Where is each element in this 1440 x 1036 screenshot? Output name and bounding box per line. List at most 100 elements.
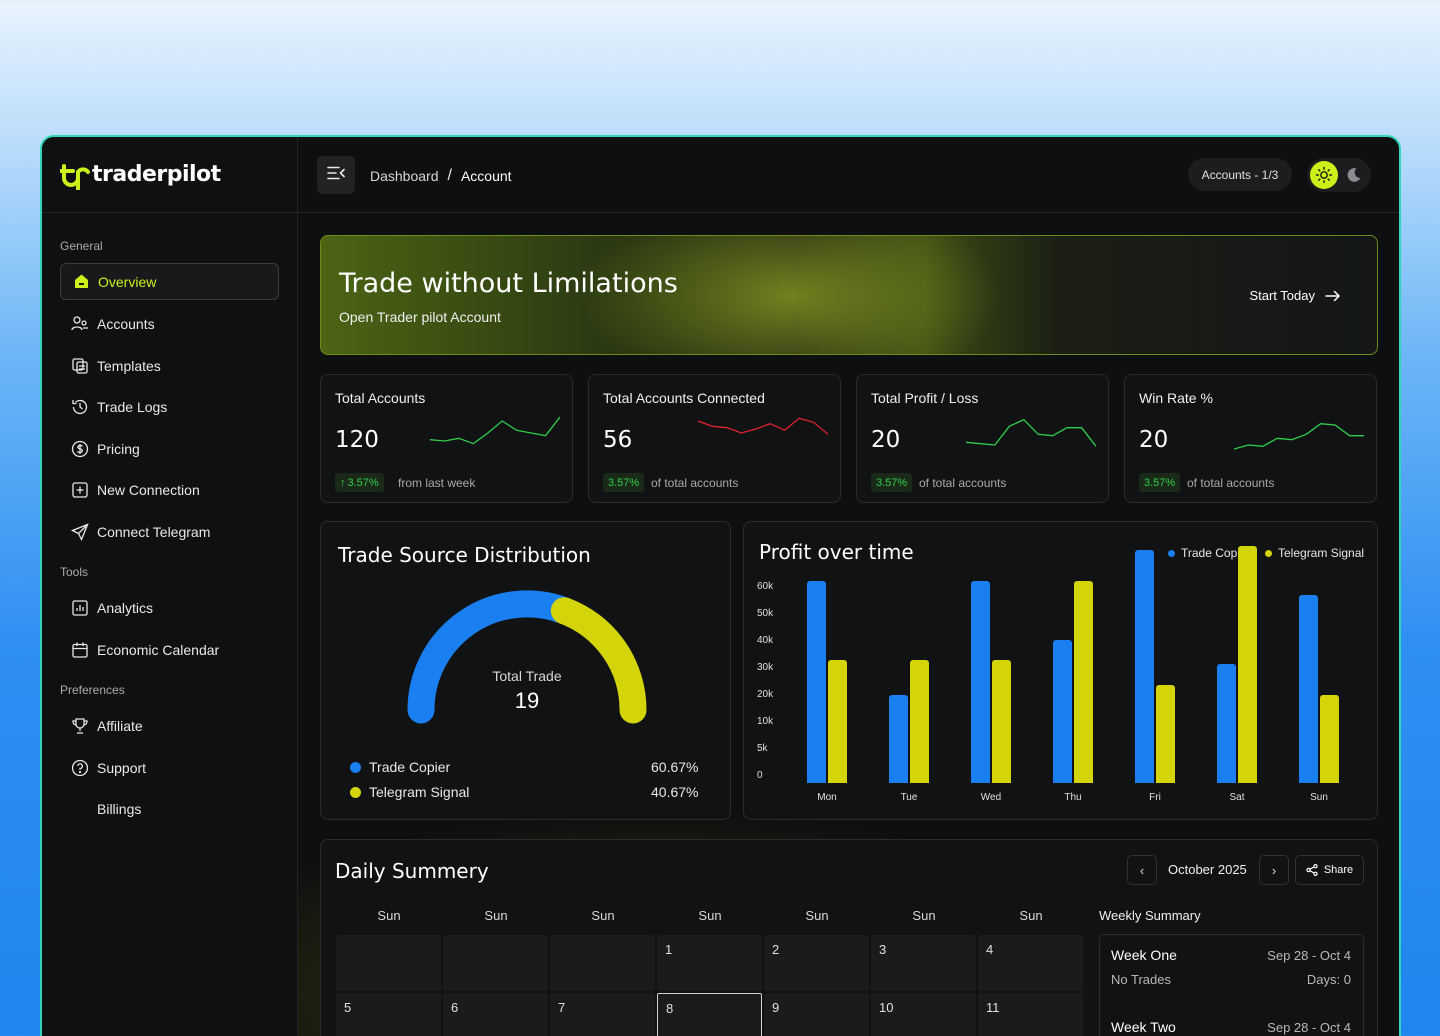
logo[interactable]: traderpilot (42, 137, 297, 213)
calendar-day[interactable]: 5 (336, 993, 441, 1036)
sun-icon[interactable] (1310, 161, 1338, 189)
y-tick-label: 50k (757, 608, 774, 619)
week-title: Week One (1111, 947, 1177, 963)
legend-telegram-signal: Telegram Signal (350, 784, 469, 800)
bar-telegram-signal-thu[interactable] (1074, 581, 1093, 783)
sidebar-item-affiliate[interactable]: Affiliate (60, 707, 279, 744)
day-number: 3 (879, 942, 887, 957)
weekly-summary-title: Weekly Summary (1099, 908, 1201, 923)
calendar-day[interactable]: 1 (657, 935, 762, 991)
calendar-day[interactable]: 7 (550, 993, 655, 1036)
profit-over-time-panel: Profit over time Trade Copier Telegram S… (743, 521, 1378, 820)
bar-trade-copier-wed[interactable] (971, 581, 990, 783)
trend-badge: ↑ 3.57% (335, 473, 384, 492)
x-tick-label: Sat (1229, 792, 1245, 803)
bar-trade-copier-sat[interactable] (1217, 664, 1236, 783)
sidebar-item-label: Support (97, 759, 147, 776)
bar-telegram-signal-tue[interactable] (910, 660, 929, 783)
theme-toggle[interactable] (1307, 158, 1371, 192)
bar-trade-copier-fri[interactable] (1135, 550, 1154, 783)
calendar-day-today[interactable]: 8 (657, 993, 762, 1036)
calendar-day (336, 935, 441, 991)
send-icon (71, 522, 89, 541)
calendar-day[interactable]: 3 (871, 935, 976, 991)
calendar-day[interactable]: 6 (443, 993, 548, 1036)
calendar-day[interactable]: 4 (978, 935, 1083, 991)
sidebar-item-trade-logs[interactable]: Trade Logs (60, 388, 279, 425)
stat-note: from last week (398, 476, 476, 490)
next-month-button[interactable]: › (1259, 855, 1289, 885)
sparkline-path (966, 418, 1096, 447)
sparkline-path (430, 416, 560, 445)
sidebar-item-overview[interactable]: Overview (60, 263, 279, 300)
home-icon (72, 273, 90, 291)
sidebar-item-analytics[interactable]: Analytics (60, 589, 279, 626)
day-number: 11 (986, 1000, 1000, 1015)
sidebar-item-economic-calendar[interactable]: Economic Calendar (60, 631, 279, 668)
x-tick-label: Fri (1149, 792, 1161, 803)
prev-month-button[interactable]: ‹ (1127, 855, 1157, 885)
stat-label: Total Profit / Loss (871, 390, 979, 406)
stat-value: 20 (871, 427, 901, 453)
chevron-left-icon: ‹ (1139, 862, 1145, 878)
bar-telegram-signal-sun[interactable] (1320, 695, 1339, 783)
bar-trade-copier-thu[interactable] (1053, 640, 1072, 783)
bar-telegram-signal-sat[interactable] (1238, 546, 1257, 783)
share-button[interactable]: Share (1295, 855, 1364, 885)
sidebar-item-label: Templates (97, 357, 161, 374)
sidebar-item-connect-telegram[interactable]: Connect Telegram (60, 513, 279, 550)
bar-telegram-signal-wed[interactable] (992, 660, 1011, 783)
help-icon (71, 759, 89, 777)
stat-card-total-accounts: Total Accounts 120 ↑ 3.57% from last wee… (320, 374, 573, 503)
bar-telegram-signal-fri[interactable] (1156, 685, 1175, 783)
gauge-center-value: 19 (514, 688, 540, 713)
legend-label: Telegram Signal (369, 784, 470, 800)
legend-value: 40.67% (651, 784, 699, 800)
x-tick-label: Mon (817, 792, 837, 803)
stat-label: Total Accounts Connected (603, 390, 765, 406)
weekly-summary-list: Week One Sep 28 - Oct 4 No Trades Days: … (1099, 934, 1364, 1036)
trend-value: 3.57% (1144, 476, 1176, 489)
sparkline (698, 417, 828, 435)
stat-note: of total accounts (1187, 476, 1275, 490)
calendar-day[interactable]: 9 (764, 993, 869, 1036)
section-general: General (60, 239, 103, 253)
y-tick-label: 0 (757, 770, 763, 781)
bar-trade-copier-tue[interactable] (889, 695, 908, 783)
accounts-count-pill[interactable]: Accounts - 1/3 (1188, 158, 1292, 191)
y-tick-label: 60k (757, 581, 774, 592)
sidebar-item-accounts[interactable]: Accounts (60, 305, 279, 342)
arrow-up-icon: ↑ (340, 476, 346, 489)
cta-label: Start Today (1249, 288, 1315, 303)
weekday-label: Sun (698, 908, 722, 923)
menu-toggle-button[interactable] (317, 156, 355, 194)
start-today-button[interactable]: Start Today (1249, 288, 1341, 303)
sidebar-item-pricing[interactable]: Pricing (60, 430, 279, 467)
bar-telegram-signal-mon[interactable] (828, 660, 847, 783)
bar-trade-copier-sun[interactable] (1299, 595, 1318, 783)
calendar-day[interactable]: 11 (978, 993, 1083, 1036)
moon-icon[interactable] (1343, 164, 1365, 186)
day-number: 2 (772, 942, 780, 957)
sparkline (430, 416, 560, 445)
y-tick-label: 5k (757, 743, 768, 754)
sidebar-item-support[interactable]: Support (60, 749, 279, 786)
breadcrumb-dashboard[interactable]: Dashboard (370, 168, 439, 184)
chart-icon (71, 599, 89, 617)
x-tick-label: Wed (980, 792, 1002, 803)
sidebar-item-new-connection[interactable]: New Connection (60, 471, 279, 508)
weekday-label: Sun (1019, 908, 1043, 923)
section-tools: Tools (60, 565, 89, 579)
calendar-day[interactable]: 2 (764, 935, 869, 991)
bar-trade-copier-mon[interactable] (807, 581, 826, 783)
sidebar-item-templates[interactable]: Templates (60, 347, 279, 384)
calendar-day[interactable]: 10 (871, 993, 976, 1036)
calendar-icon (71, 641, 89, 659)
x-tick-label: Tue (900, 792, 918, 803)
plus-square-icon (71, 481, 89, 499)
week-range: Sep 28 - Oct 4 (1267, 948, 1351, 963)
day-number: 1 (665, 942, 673, 957)
y-tick-label: 30k (757, 662, 774, 673)
sidebar-item-billings[interactable]: Billings (60, 790, 279, 827)
y-tick-label: 10k (757, 716, 774, 727)
